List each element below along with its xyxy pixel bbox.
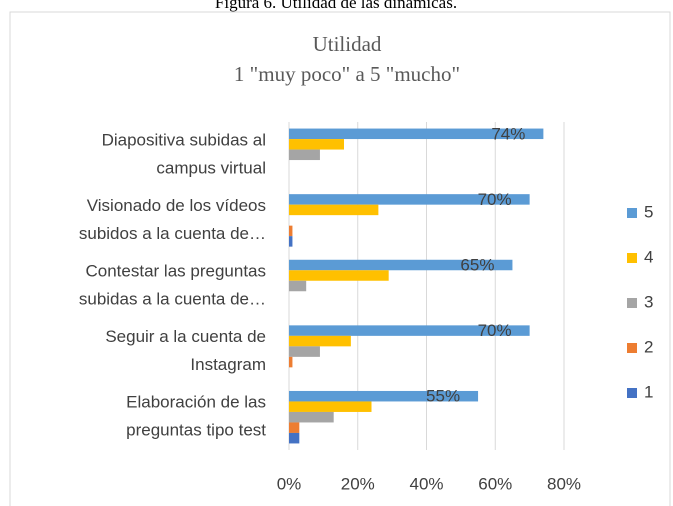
data-label: 74%	[491, 124, 525, 143]
bar	[289, 432, 300, 444]
bar	[289, 356, 293, 368]
bar	[289, 149, 320, 161]
y-tick-label: Elaboración de las	[126, 393, 266, 412]
data-label: 70%	[478, 321, 512, 340]
bar	[289, 346, 320, 357]
legend-swatch	[627, 343, 637, 353]
bar	[289, 270, 389, 281]
legend-label: 4	[644, 247, 653, 266]
legend-swatch	[627, 208, 637, 218]
y-tick-label: Visionado de los vídeos	[87, 196, 266, 215]
bar	[289, 259, 513, 271]
chart-subtitle: 1 "muy poco" a 5 "mucho"	[234, 62, 460, 86]
caption: Figura 6. Utilidad de las dinámicas.	[215, 0, 457, 12]
y-tick-label: campus virtual	[156, 158, 266, 177]
bar	[289, 236, 293, 247]
legend-label: 5	[644, 202, 653, 221]
data-label: 70%	[478, 190, 512, 209]
y-tick-label: subidos a la cuenta de…	[79, 224, 266, 243]
bar	[289, 390, 479, 402]
legend-label: 3	[644, 292, 653, 311]
legend-swatch	[627, 253, 637, 263]
bar	[289, 280, 307, 292]
bar	[289, 128, 544, 140]
legend-label: 1	[644, 382, 653, 401]
legend-label: 2	[644, 337, 653, 356]
bar	[289, 325, 530, 336]
chart-title: Utilidad	[313, 32, 382, 56]
x-tick-label: 60%	[478, 474, 512, 493]
bar	[289, 422, 300, 433]
legend-swatch	[627, 388, 637, 398]
x-tick-label: 0%	[277, 474, 302, 493]
bar	[289, 194, 530, 205]
bar	[289, 411, 334, 423]
y-tick-label: preguntas tipo test	[126, 421, 266, 440]
data-label: 55%	[426, 387, 460, 406]
x-tick-label: 40%	[409, 474, 443, 493]
data-label: 65%	[460, 255, 494, 274]
bar	[289, 225, 293, 237]
bar	[289, 204, 379, 216]
bar	[289, 335, 351, 347]
y-tick-label: Instagram	[190, 355, 266, 374]
chart-frame	[9, 11, 671, 506]
bar	[289, 139, 344, 150]
bar	[289, 401, 372, 412]
x-tick-label: 20%	[341, 474, 375, 493]
x-tick-label: 80%	[547, 474, 581, 493]
legend-swatch	[627, 298, 637, 308]
y-tick-label: Seguir a la cuenta de	[105, 327, 266, 346]
y-tick-label: Contestar las preguntas	[86, 261, 267, 280]
y-tick-label: Diapositiva subidas al	[102, 130, 266, 149]
y-tick-label: subidas a la cuenta de…	[79, 289, 266, 308]
